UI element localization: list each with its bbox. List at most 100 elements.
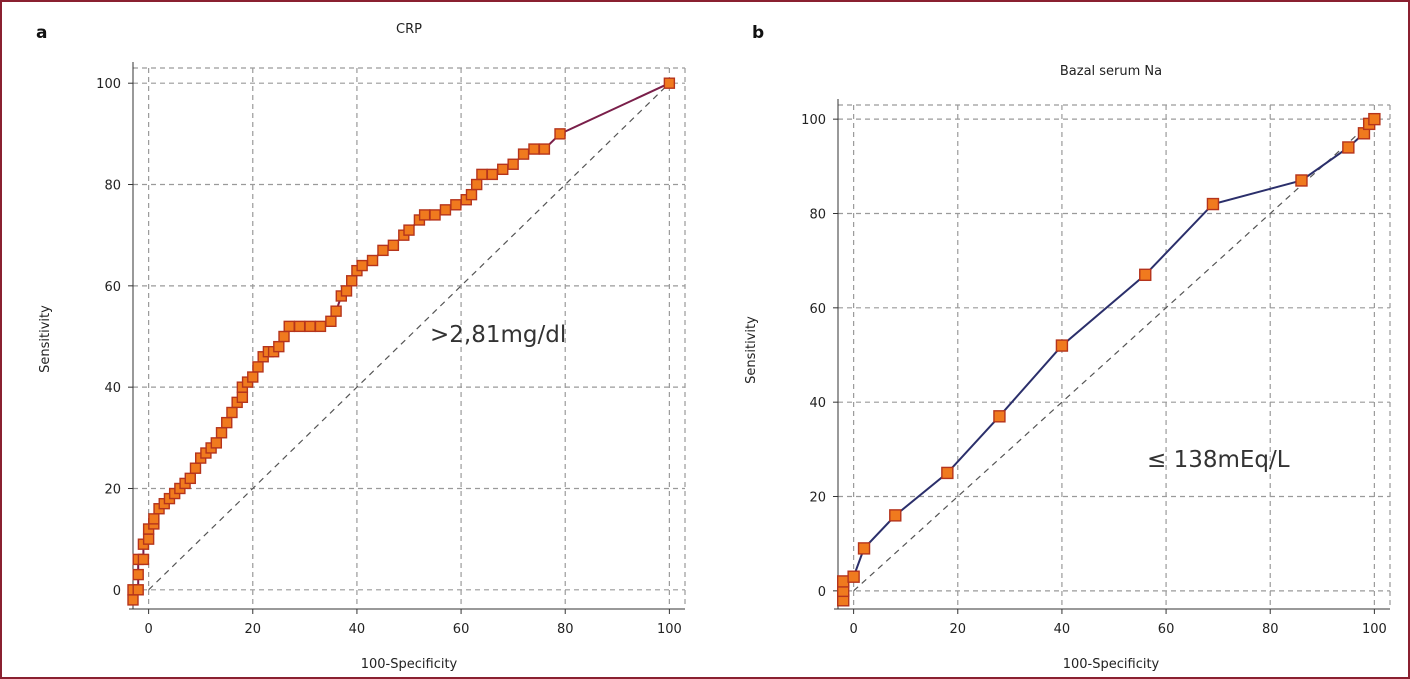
panel-a-axes (128, 62, 685, 614)
panel-b-sodium: b Bazal serum Na Sensitivity 100-Specifi… (744, 23, 1391, 672)
roc-point (429, 209, 441, 221)
x-tick-label-20: 20 (245, 622, 262, 637)
roc-point (184, 472, 196, 485)
x-tick-label-100: 100 (1362, 622, 1387, 637)
panel-a-crp: a CRP Sensitivity 100-Specificity 0 20 40 6… (36, 22, 686, 672)
panel-a-roc-series (127, 77, 676, 606)
y-tick-label-60: 60 (104, 280, 121, 295)
roc-point (377, 244, 389, 257)
roc-point (465, 188, 478, 201)
panel-b-cutoff-annotation: ≤ 138mEq/L (1147, 447, 1290, 473)
roc-point (142, 533, 155, 545)
panel-a-tick-labels: 0 20 40 60 80 100 0 20 40 60 80 100 (96, 77, 682, 637)
roc-point (132, 568, 144, 581)
x-tick-label-20: 20 (950, 622, 967, 637)
roc-point (507, 158, 519, 170)
y-tick-label-100: 100 (801, 113, 826, 128)
panel-b-grid (838, 104, 1391, 605)
roc-point (1139, 268, 1152, 282)
y-tick-label-40: 40 (104, 381, 121, 396)
panel-a-x-axis-label: 100-Specificity (361, 657, 458, 672)
panel-b-roc-series (837, 112, 1381, 607)
reference-diagonal (853, 118, 1375, 592)
panel-a-y-axis-label: Sensitivity (38, 305, 53, 373)
x-tick-label-80: 80 (557, 622, 574, 637)
roc-point (278, 330, 290, 343)
panel-a-reference-line (148, 82, 670, 591)
roc-point (517, 148, 530, 160)
roc-point (127, 594, 139, 606)
roc-point (857, 542, 871, 555)
roc-curve-line (132, 82, 670, 600)
roc-point (663, 77, 676, 89)
roc-point (247, 371, 259, 383)
y-tick-label-20: 20 (809, 491, 826, 506)
roc-point (366, 254, 379, 267)
panel-b-tick-labels: 0 20 40 60 80 100 0 20 40 60 80 100 (801, 113, 1387, 637)
roc-point (403, 224, 415, 236)
roc-point (356, 259, 368, 272)
roc-point (554, 128, 566, 140)
roc-point (226, 406, 238, 419)
roc-point (148, 513, 160, 525)
roc-point (330, 305, 342, 317)
roc-point (1055, 339, 1069, 352)
roc-point (304, 320, 316, 333)
x-tick-label-60: 60 (1158, 622, 1175, 637)
roc-point (1368, 112, 1381, 126)
roc-point (528, 143, 540, 155)
roc-point (470, 178, 483, 191)
y-tick-label-100: 100 (96, 77, 121, 92)
x-tick-label-40: 40 (349, 622, 366, 637)
panel-a-title: CRP (396, 22, 422, 37)
panel-a-cutoff-annotation: >2,81mg/dl (430, 322, 566, 348)
roc-point (293, 320, 306, 333)
roc-point (137, 553, 150, 566)
roc-point (1342, 141, 1355, 154)
roc-point (889, 509, 902, 522)
x-tick-label-100: 100 (657, 622, 682, 637)
y-tick-label-80: 80 (809, 207, 826, 222)
roc-point (476, 168, 488, 181)
roc-point (273, 340, 285, 353)
roc-point (486, 168, 499, 181)
roc-point (439, 204, 452, 216)
panel-b-y-axis-label: Sensitivity (744, 316, 759, 384)
roc-point (993, 410, 1006, 423)
y-tick-label-60: 60 (809, 302, 826, 317)
y-tick-label-0: 0 (818, 585, 826, 600)
roc-point (314, 320, 327, 333)
roc-point (346, 275, 358, 287)
roc-point (1295, 174, 1308, 187)
roc-point (1206, 197, 1220, 211)
x-tick-label-0: 0 (849, 622, 857, 637)
panel-b-axes (833, 99, 1390, 614)
roc-point (837, 575, 850, 588)
panel-a-grid (133, 67, 686, 605)
y-tick-label-20: 20 (104, 482, 121, 497)
roc-point (221, 416, 233, 429)
roc-point (538, 143, 551, 155)
roc-point (387, 239, 400, 252)
roc-point (847, 570, 860, 583)
roc-point (340, 285, 353, 297)
x-tick-label-60: 60 (453, 622, 470, 637)
panel-b-x-axis-label: 100-Specificity (1063, 657, 1160, 672)
panel-b-reference-line (853, 118, 1375, 592)
x-tick-label-80: 80 (1262, 622, 1279, 637)
y-tick-label-40: 40 (809, 396, 826, 411)
reference-diagonal (148, 82, 670, 591)
roc-point (941, 466, 954, 480)
x-tick-label-0: 0 (144, 622, 152, 637)
roc-point (325, 315, 337, 328)
roc-point (132, 584, 144, 596)
roc-point (497, 163, 509, 176)
x-tick-label-40: 40 (1054, 622, 1071, 637)
roc-point (450, 199, 462, 211)
roc-point (215, 427, 228, 439)
roc-point (189, 462, 202, 474)
panel-b-letter: b (752, 23, 764, 43)
panel-a-letter: a (36, 23, 47, 43)
